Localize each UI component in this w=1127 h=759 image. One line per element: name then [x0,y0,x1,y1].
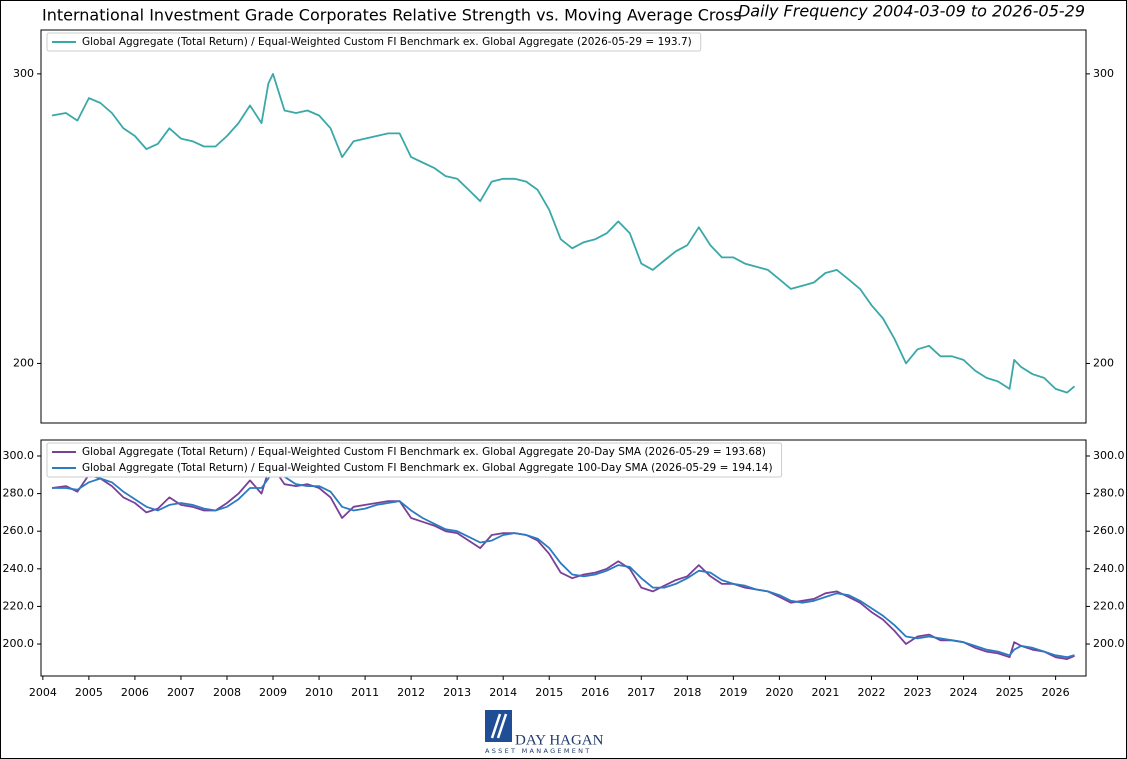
y-tick-label: 200 [13,356,34,369]
legend: Global Aggregate (Total Return) / Equal-… [46,442,783,478]
x-tick-label: 2016 [581,686,609,699]
legend-box [46,32,702,52]
x-tick-label: 2019 [719,686,747,699]
x-tick-label: 2021 [811,686,839,699]
legend-label: Global Aggregate (Total Return) / Equal-… [82,462,773,474]
y-tick-label-right: 260.0 [1093,524,1125,537]
y-tick-label-right: 300.0 [1093,449,1125,462]
x-tick-label: 2025 [996,686,1024,699]
plot-area [40,439,1087,677]
x-tick-label: 2007 [167,686,195,699]
y-tick-label-right: 200.0 [1093,637,1125,650]
y-tick-label: 200.0 [3,637,35,650]
y-tick-label: 280.0 [3,487,35,500]
logo-icon-strokes [490,713,508,739]
legend-box [46,442,783,478]
x-tick-label: 2015 [535,686,563,699]
x-tick-label: 2017 [627,686,655,699]
y-tick-label-right: 240.0 [1093,562,1125,575]
x-tick-label: 2018 [673,686,701,699]
x-tick-label: 2013 [443,686,471,699]
logo-name: DAY HAGAN [515,732,604,748]
series-line [52,468,1075,659]
x-tick-label: 2024 [950,686,978,699]
x-tick-label: 2020 [765,686,793,699]
chart-subtitle: Daily Frequency 2004-03-09 to 2026-05-29 [738,2,1085,21]
legend-label: Global Aggregate (Total Return) / Equal-… [82,36,692,48]
chart-title: International Investment Grade Corporate… [42,6,742,25]
x-tick-label: 2005 [75,686,103,699]
plot-area [40,29,1087,424]
logo-tagline: ASSET MANAGEMENT [485,747,592,755]
y-tick-label: 220.0 [3,599,35,612]
y-tick-label-right: 200 [1093,356,1114,369]
x-tick-label: 2006 [121,686,149,699]
legend: Global Aggregate (Total Return) / Equal-… [46,32,702,52]
y-tick-label: 240.0 [3,562,35,575]
legend-label: Global Aggregate (Total Return) / Equal-… [82,446,766,458]
x-tick-label: 2022 [857,686,885,699]
x-tick-label: 2010 [305,686,333,699]
x-tick-label: 2008 [213,686,241,699]
x-tick-label: 2012 [397,686,425,699]
y-tick-label: 300.0 [3,449,35,462]
y-tick-label: 300 [13,67,34,80]
x-tick-label: 2014 [489,686,517,699]
y-tick-label: 260.0 [3,524,35,537]
series-line [51,73,1076,394]
y-tick-label-right: 220.0 [1093,599,1125,612]
y-tick-label-right: 280.0 [1093,487,1125,500]
y-tick-label-right: 300 [1093,67,1114,80]
x-tick-label: 2011 [351,686,379,699]
x-tick-label: 2023 [904,686,932,699]
logo: DAY HAGAN ASSET MANAGEMENT [485,710,604,755]
x-tick-label: 2026 [1042,686,1070,699]
x-tick-label: 2004 [29,686,57,699]
x-tick-label: 2009 [259,686,287,699]
